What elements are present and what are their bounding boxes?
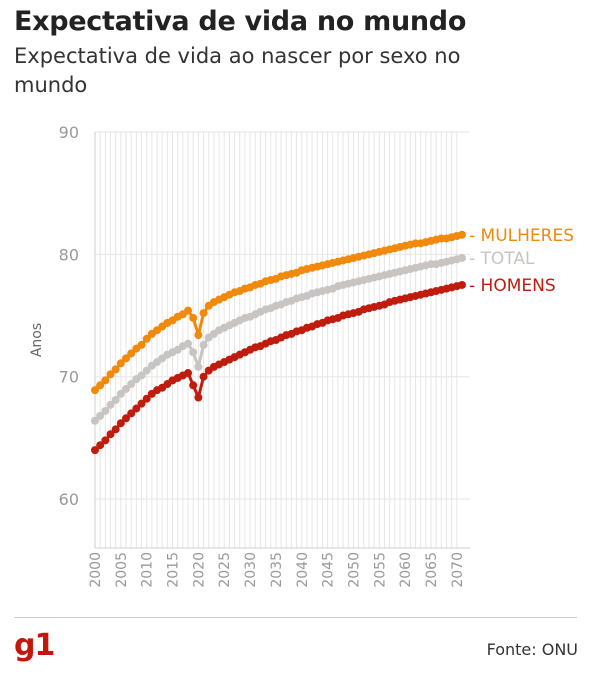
x-tick-label: 2055 [372, 552, 388, 588]
data-point-total [96, 411, 105, 420]
data-point-mulheres [127, 349, 136, 358]
chart-svg: 60 70 80 90 2000 2005 2010 2015 2020 2025 2030 2035… [29, 123, 574, 588]
data-point-homens [101, 436, 110, 445]
g1-logo: g1 [14, 628, 55, 663]
x-tick-label: 2030 [243, 552, 259, 588]
data-point-total [122, 384, 131, 393]
data-point-total [137, 371, 146, 380]
data-point-total [142, 366, 151, 375]
data-point-total [194, 362, 203, 371]
data-point-total [458, 254, 466, 263]
series-label-homens: - HOMENS [469, 276, 556, 296]
chart-title: Expectativa de vida no mundo [14, 6, 467, 37]
data-point-homens [184, 369, 193, 378]
data-point-mulheres [194, 331, 203, 340]
data-point-mulheres [91, 386, 99, 395]
data-point-homens [137, 399, 146, 408]
x-tick-label: 2070 [450, 552, 466, 588]
source-note: Fonte: ONU [486, 640, 578, 659]
data-point-total [111, 395, 120, 404]
data-point-mulheres [458, 230, 466, 239]
series-label-total: - TOTAL [469, 249, 535, 269]
x-tick-label: 2040 [295, 552, 311, 588]
data-point-mulheres [101, 376, 110, 385]
data-point-homens [111, 425, 120, 434]
x-tick-label: 2025 [217, 552, 233, 588]
x-tick-label: 2000 [88, 552, 104, 588]
data-point-total [199, 340, 208, 349]
x-tick-label: 2035 [269, 552, 285, 588]
x-tick-label: 2010 [140, 552, 156, 588]
y-tick-label: 60 [59, 490, 79, 509]
data-point-mulheres [106, 370, 115, 379]
data-point-mulheres [189, 313, 198, 322]
data-point-homens [142, 394, 151, 403]
data-point-homens [458, 280, 466, 289]
data-point-homens [96, 441, 105, 450]
x-tick-label: 2015 [166, 552, 182, 588]
data-point-homens [132, 404, 141, 413]
data-point-mulheres [137, 340, 146, 349]
data-point-homens [199, 372, 208, 381]
data-point-mulheres [111, 365, 120, 374]
data-point-total [106, 400, 115, 409]
data-point-homens [122, 414, 131, 423]
data-point-mulheres [199, 309, 208, 318]
x-tick-label: 2065 [424, 552, 440, 588]
series-label-mulheres: - MULHERES [469, 226, 574, 246]
data-point-homens [116, 419, 125, 428]
y-tick-label: 80 [59, 245, 79, 264]
x-tick-label: 2050 [346, 552, 362, 588]
x-tick-label: 2060 [398, 552, 414, 588]
data-point-total [101, 406, 110, 415]
data-point-homens [194, 393, 203, 402]
data-point-total [127, 380, 136, 389]
data-point-mulheres [122, 354, 131, 363]
data-point-total [91, 416, 99, 425]
data-point-mulheres [116, 359, 125, 368]
data-point-mulheres [184, 306, 193, 315]
footer-divider [14, 617, 577, 618]
x-tick-label: 2005 [114, 552, 130, 588]
y-axis-label: Anos [29, 323, 45, 357]
data-point-homens [189, 381, 198, 390]
y-tick-label: 90 [59, 123, 79, 142]
x-tick-label: 2045 [321, 552, 337, 588]
data-point-homens [91, 446, 99, 455]
data-point-total [116, 389, 125, 398]
chart-subtitle: Expectativa de vida ao nascer por sexo n… [14, 44, 461, 97]
x-tick-label: 2020 [191, 552, 207, 588]
data-point-mulheres [96, 381, 105, 390]
data-point-homens [106, 430, 115, 439]
data-point-total [184, 339, 193, 348]
y-tick-label: 70 [59, 368, 79, 387]
data-point-homens [127, 409, 136, 418]
data-point-mulheres [142, 334, 151, 343]
data-point-total [189, 348, 198, 357]
